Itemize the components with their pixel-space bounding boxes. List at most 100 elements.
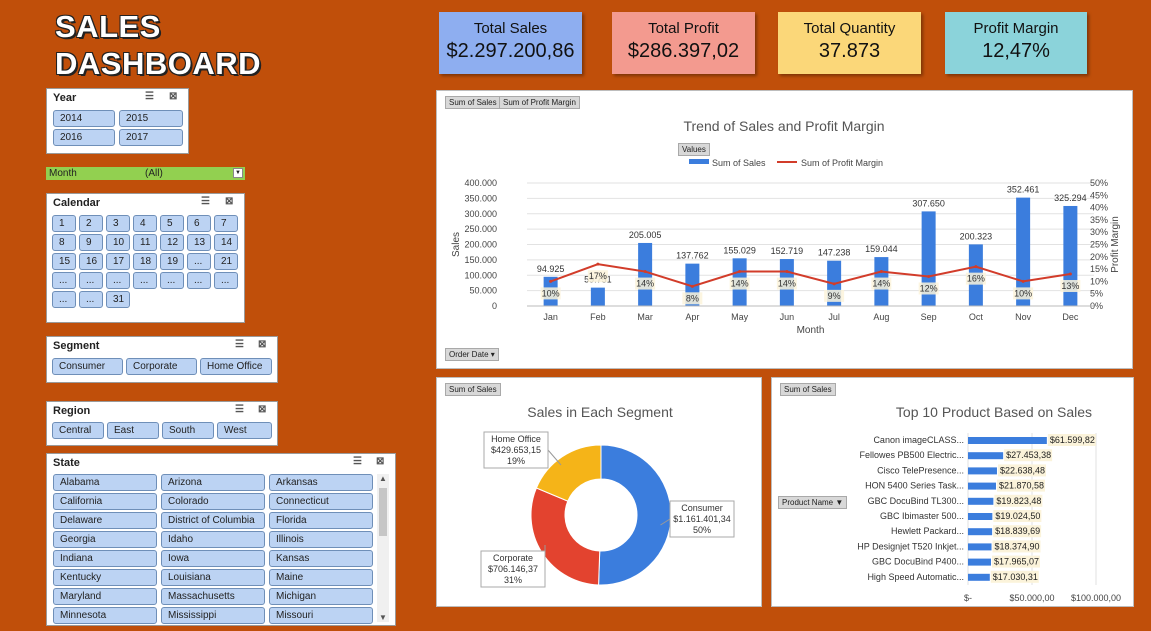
calendar-day-item[interactable]: 19 (160, 253, 184, 270)
profit-margin-label-bg (729, 277, 750, 290)
year-item[interactable]: 2015 (119, 110, 183, 127)
calendar-day-item[interactable]: ... (133, 272, 157, 289)
calendar-day-item[interactable]: 11 (133, 234, 157, 251)
calendar-day-item[interactable]: 10 (106, 234, 130, 251)
calendar-day-item[interactable]: 1 (52, 215, 76, 232)
calendar-day-item[interactable]: 21 (214, 253, 238, 270)
calendar-day-item[interactable]: ... (214, 272, 238, 289)
calendar-day-item[interactable]: 13 (187, 234, 211, 251)
state-item[interactable]: Kansas (269, 550, 373, 567)
slice-name-label: Consumer (681, 503, 723, 513)
multi-select-icon[interactable]: ☰ (235, 404, 244, 415)
sum-of-sales-field-button[interactable]: Sum of Sales (445, 383, 501, 396)
filter-icon: ▼ (835, 498, 844, 507)
scroll-up-icon[interactable]: ▲ (379, 474, 387, 483)
calendar-day-item[interactable]: ... (187, 272, 211, 289)
profit-margin-data-label: 14% (731, 279, 749, 289)
month-filter-dropdown[interactable]: Month (All) ▼ (46, 167, 245, 180)
state-scrollbar[interactable]: ▲ ▼ (377, 474, 389, 622)
state-item[interactable]: Kentucky (53, 569, 157, 586)
calendar-day-item[interactable]: 6 (187, 215, 211, 232)
region-item[interactable]: East (107, 422, 159, 439)
state-item[interactable]: Georgia (53, 531, 157, 548)
state-item[interactable]: Connecticut (269, 493, 373, 510)
calendar-day-item[interactable]: ... (106, 272, 130, 289)
calendar-day-item[interactable]: 15 (52, 253, 76, 270)
calendar-day-item[interactable]: 9 (79, 234, 103, 251)
state-item[interactable]: Mississippi (161, 607, 265, 624)
clear-filter-icon[interactable]: ⊠ (258, 339, 267, 350)
segment-item[interactable]: Home Office (200, 358, 272, 375)
calendar-day-item[interactable]: 5 (160, 215, 184, 232)
state-item[interactable]: Louisiana (161, 569, 265, 586)
state-item[interactable]: Maryland (53, 588, 157, 605)
state-item[interactable]: Idaho (161, 531, 265, 548)
kpi-value: 37.873 (818, 40, 881, 62)
chevron-down-icon[interactable]: ▼ (233, 168, 243, 178)
calendar-day-item[interactable]: 14 (214, 234, 238, 251)
state-item[interactable]: Florida (269, 512, 373, 529)
scroll-thumb[interactable] (379, 488, 387, 536)
calendar-day-item[interactable]: 8 (52, 234, 76, 251)
segment-item[interactable]: Consumer (52, 358, 123, 375)
product-name-filter-button[interactable]: Product Name ▼ (778, 496, 848, 509)
clear-filter-icon[interactable]: ⊠ (225, 196, 234, 207)
calendar-day-item[interactable]: 17 (106, 253, 130, 270)
calendar-day-item[interactable]: 7 (214, 215, 238, 232)
year-item[interactable]: 2016 (53, 129, 115, 146)
calendar-day-item[interactable]: ... (187, 253, 211, 270)
state-item[interactable]: Iowa (161, 550, 265, 567)
state-item[interactable]: Delaware (53, 512, 157, 529)
segment-item[interactable]: Corporate (126, 358, 197, 375)
state-item[interactable]: District of Columbia (161, 512, 265, 529)
product-name-label: HON 5400 Series Task... (865, 481, 964, 491)
chart-title: Sales in Each Segment (527, 404, 673, 420)
sum-of-sales-field-button[interactable]: Sum of Sales (780, 383, 836, 396)
calendar-day-item[interactable]: ... (79, 291, 103, 308)
state-item[interactable]: Colorado (161, 493, 265, 510)
calendar-day-item[interactable]: 12 (160, 234, 184, 251)
order-date-filter-button[interactable]: Order Date ▾ (445, 348, 499, 361)
state-item[interactable]: Arkansas (269, 474, 373, 491)
state-item[interactable]: Maine (269, 569, 373, 586)
state-item[interactable]: California (53, 493, 157, 510)
state-item[interactable]: Michigan (269, 588, 373, 605)
calendar-day-item[interactable]: ... (52, 272, 76, 289)
state-item[interactable]: Illinois (269, 531, 373, 548)
product-value-label-bg (1047, 434, 1096, 446)
calendar-day-item[interactable]: 4 (133, 215, 157, 232)
calendar-day-item[interactable]: ... (79, 272, 103, 289)
clear-filter-icon[interactable]: ⊠ (376, 456, 385, 467)
state-item[interactable]: Alabama (53, 474, 157, 491)
multi-select-icon[interactable]: ☰ (145, 91, 154, 102)
year-item[interactable]: 2017 (119, 129, 183, 146)
calendar-day-item[interactable]: 18 (133, 253, 157, 270)
sales-data-label: 352.461 (1007, 185, 1040, 195)
calendar-day-item[interactable]: 2 (79, 215, 103, 232)
clear-filter-icon[interactable]: ⊠ (169, 91, 178, 102)
calendar-day-item[interactable]: 3 (106, 215, 130, 232)
multi-select-icon[interactable]: ☰ (353, 456, 362, 467)
calendar-day-item[interactable]: 31 (106, 291, 130, 308)
region-item[interactable]: West (217, 422, 272, 439)
state-item[interactable]: Arizona (161, 474, 265, 491)
calendar-day-item[interactable]: 16 (79, 253, 103, 270)
state-item[interactable]: Minnesota (53, 607, 157, 624)
multi-select-icon[interactable]: ☰ (201, 196, 210, 207)
state-item[interactable]: Missouri (269, 607, 373, 624)
state-item[interactable]: Massachusetts (161, 588, 265, 605)
calendar-day-item[interactable]: ... (52, 291, 76, 308)
sum-of-profit-margin-field-button[interactable]: Sum of Profit Margin (499, 96, 580, 109)
region-item[interactable]: Central (52, 422, 104, 439)
multi-select-icon[interactable]: ☰ (235, 339, 244, 350)
values-field-button[interactable]: Values (678, 143, 710, 156)
state-item[interactable]: Indiana (53, 550, 157, 567)
product-name-label: GBC DocuBind P400... (872, 557, 964, 567)
year-item[interactable]: 2014 (53, 110, 115, 127)
scroll-down-icon[interactable]: ▼ (379, 613, 387, 622)
region-item[interactable]: South (162, 422, 214, 439)
profit-margin-point (1021, 279, 1025, 283)
clear-filter-icon[interactable]: ⊠ (258, 404, 267, 415)
kpi-label: Total Profit (648, 20, 719, 37)
calendar-day-item[interactable]: ... (160, 272, 184, 289)
